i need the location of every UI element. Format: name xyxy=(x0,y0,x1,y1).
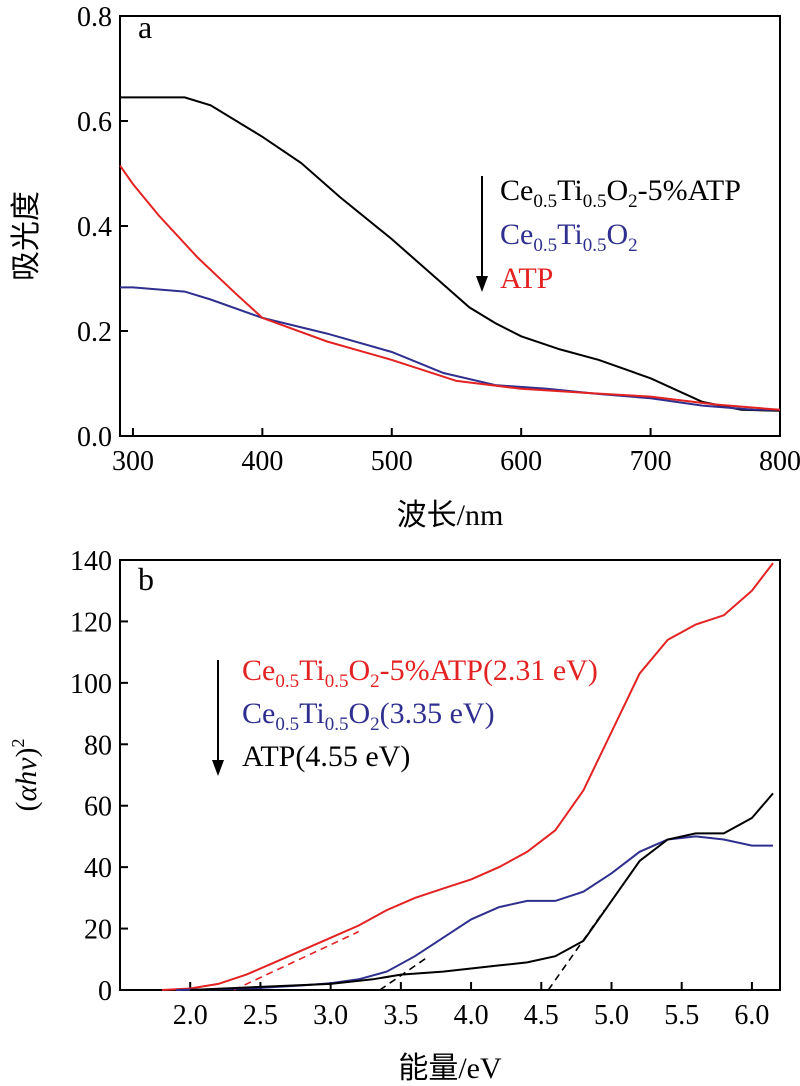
panel-a: 300 400 500 600 700 800 0.0 0.2 0.4 0.6 0.8 a 波长/n… xyxy=(10,2,800,532)
x-tick-label: 4.5 xyxy=(524,1000,559,1031)
legend-entry-b-legend-0: Ce0.5Ti0.5O2-5%ATP(2.31 eV) xyxy=(242,654,598,692)
legend-text-part: Ce xyxy=(242,654,275,687)
legend-text-part: Ti xyxy=(299,697,325,730)
legend-entry-b-legend-2: ATP(4.55 eV) xyxy=(242,740,410,773)
legend-text-part: 0.5 xyxy=(583,235,607,256)
legend-text-part: 0.5 xyxy=(325,714,349,735)
y-axis-label-b-body: αhv xyxy=(10,757,43,802)
y-tick-label: 140 xyxy=(70,546,112,577)
y-tick-label: 120 xyxy=(70,607,112,638)
legend-text-part: 0.5 xyxy=(533,235,557,256)
panel-b: 2.0 2.5 3.0 3.5 4.0 4.5 5.0 5.5 6.0 0 20 40 60 80 100 1… xyxy=(8,546,781,1085)
y-axis-label-b-open: ( xyxy=(10,802,43,812)
y-tick-label: 20 xyxy=(84,915,112,946)
x-tick-label: 800 xyxy=(759,446,800,477)
x-tick-label: 300 xyxy=(112,446,154,477)
series-line-b-0 xyxy=(162,562,774,991)
x-tick-label: 500 xyxy=(371,446,413,477)
x-tick-label: 6.0 xyxy=(734,1000,769,1031)
legend-text-part: Ti xyxy=(557,218,583,251)
legend-text-part: (3.35 eV) xyxy=(380,697,495,730)
legend-text-part: 2 xyxy=(370,714,380,735)
x-axis-label-a: 波长/nm xyxy=(397,499,504,532)
legend-b: Ce0.5Ti0.5O2-5%ATP(2.31 eV)Ce0.5Ti0.5O2(… xyxy=(212,654,598,776)
y-axis-label-b-sup: 2 xyxy=(8,738,28,747)
y-tick-label: 0.8 xyxy=(77,2,112,33)
legend-text-part: Ce xyxy=(500,174,533,207)
x-tick-label: 2.0 xyxy=(173,1000,208,1031)
series-line-a-2 xyxy=(119,165,781,411)
legend-text-part: -5%ATP(2.31 eV) xyxy=(380,654,598,687)
legend-text-part: O xyxy=(606,174,628,207)
legend-text-part: -5%ATP xyxy=(638,174,741,207)
y-axis-label-a: 吸光度 xyxy=(10,191,43,281)
y-tick-label: 0 xyxy=(98,976,112,1007)
y-tick-label: 40 xyxy=(84,853,112,884)
x-tick-label: 400 xyxy=(241,446,283,477)
x-tick-label: 600 xyxy=(500,446,542,477)
y-axis-label-b-close: ) xyxy=(10,747,43,757)
series-line-b-2 xyxy=(190,792,774,991)
panel-label-b: b xyxy=(138,561,154,597)
series-line-a-1 xyxy=(120,286,780,411)
y-tick-label: 80 xyxy=(84,730,112,761)
legend-entry-b-legend-1: Ce0.5Ti0.5O2(3.35 eV) xyxy=(242,697,495,735)
tangent-line-b-1 xyxy=(379,955,430,991)
y-tick-label: 0.2 xyxy=(77,317,112,348)
legend-text-part: Ti xyxy=(557,174,583,207)
legend-entry-a-legend-0: Ce0.5Ti0.5O2-5%ATP xyxy=(500,174,741,212)
y-tick-label: 0.0 xyxy=(77,422,112,453)
tangent-line-b-2 xyxy=(547,909,606,991)
panel-label-a: a xyxy=(138,9,152,45)
x-tick-label: 5.0 xyxy=(594,1000,629,1031)
y-tick-label: 0.4 xyxy=(77,212,112,243)
legend-text-part: Ce xyxy=(242,697,275,730)
legend-arrowhead-b xyxy=(212,760,224,776)
x-tick-label: 3.5 xyxy=(383,1000,418,1031)
legend-text-part: 2 xyxy=(628,235,638,256)
y-tick-label: 100 xyxy=(70,669,112,700)
legend-entry-a-legend-2: ATP xyxy=(500,262,553,295)
legend-text-part: 0.5 xyxy=(275,671,299,692)
legend-entry-a-legend-1: Ce0.5Ti0.5O2 xyxy=(500,218,638,256)
x-tick-label: 5.5 xyxy=(664,1000,699,1031)
legend-text-part: ATP(4.55 eV) xyxy=(242,740,410,773)
legend-text-part: 0.5 xyxy=(275,714,299,735)
legend-text-part: 2 xyxy=(370,671,380,692)
legend-text-part: O xyxy=(606,218,628,251)
plot-frame-b xyxy=(119,559,781,991)
legend-text-part: Ce xyxy=(500,218,533,251)
legend-text-part: O xyxy=(348,654,370,687)
x-axis-label-b: 能量/eV xyxy=(398,1052,502,1085)
x-tick-label: 4.0 xyxy=(454,1000,489,1031)
legend-text-part: ATP xyxy=(500,262,553,295)
y-tick-label: 0.6 xyxy=(77,107,112,138)
legend-arrowhead-a xyxy=(476,276,488,292)
plot-frame-a xyxy=(119,15,781,437)
x-tick-label: 700 xyxy=(630,446,672,477)
legend-text-part: 0.5 xyxy=(325,671,349,692)
legend-text-part: 0.5 xyxy=(583,191,607,212)
legend-text-part: 2 xyxy=(628,191,638,212)
series-line-a-0 xyxy=(120,96,781,412)
x-tick-label: 3.0 xyxy=(313,1000,348,1031)
x-tick-label: 2.5 xyxy=(243,1000,278,1031)
y-tick-label: 60 xyxy=(84,792,112,823)
legend-text-part: 0.5 xyxy=(533,191,557,212)
tangent-line-b-0 xyxy=(233,930,360,991)
legend-text-part: Ti xyxy=(299,654,325,687)
legend-text-part: O xyxy=(348,697,370,730)
y-axis-label-b: (αhv)2 xyxy=(8,738,43,811)
